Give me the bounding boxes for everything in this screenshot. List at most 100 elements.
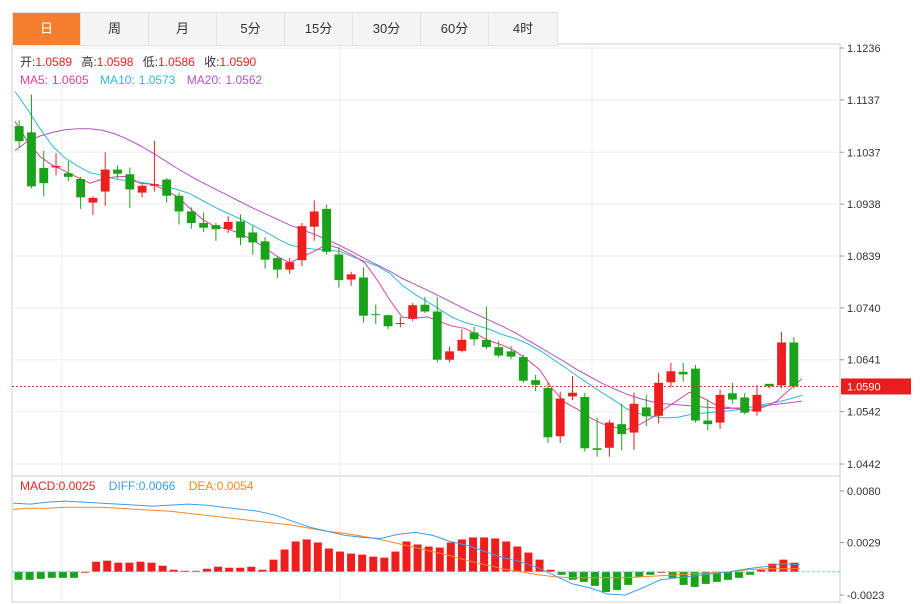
- candle-body: [764, 383, 774, 387]
- period-tabs: 日 周 月 5分 15分 30分 60分 4时: [12, 12, 558, 46]
- macd-info: MACD:0.0025 DIFF:0.0066 DEA:0.0054: [20, 479, 254, 493]
- macd-bar: [624, 571, 633, 585]
- tab-30min[interactable]: 30分: [353, 13, 421, 45]
- candle-body: [76, 178, 86, 198]
- macd-bar: [302, 539, 311, 572]
- macd-bar: [14, 571, 23, 580]
- candle-body: [309, 211, 319, 227]
- macd-lines: [12, 500, 801, 596]
- macd-bar: [180, 570, 189, 572]
- candle-body: [211, 225, 221, 230]
- macd-bar: [158, 565, 167, 572]
- ma20-line: [14, 128, 803, 410]
- candle-body: [641, 407, 651, 417]
- grid: [12, 44, 840, 602]
- candle-body: [494, 347, 504, 356]
- macd-bar: [291, 541, 300, 572]
- macd-bar: [58, 571, 67, 578]
- macd-bar: [779, 559, 788, 572]
- macd-bar: [214, 566, 223, 572]
- high-value: 1.0598: [97, 55, 134, 69]
- macd-bar: [657, 571, 666, 573]
- candle-body: [113, 169, 122, 174]
- tab-day[interactable]: 日: [13, 13, 81, 45]
- ma10-label: MA10:: [100, 73, 135, 87]
- macd-bar: [535, 559, 544, 572]
- candle-body: [727, 393, 737, 400]
- candle-body: [248, 232, 258, 243]
- ma10-line: [14, 91, 803, 419]
- candle-body: [654, 382, 664, 416]
- ma5-label: MA5:: [20, 73, 48, 87]
- low-label: 低:: [143, 55, 158, 69]
- macd-bar: [69, 571, 78, 578]
- price-tick-label: 1.0542: [847, 407, 881, 419]
- macd-bar: [602, 571, 611, 592]
- macd-bar: [646, 571, 655, 575]
- macd-bar: [269, 559, 278, 572]
- price-tick-label: 1.0442: [847, 459, 881, 471]
- candle-body: [285, 262, 295, 270]
- macd-bar: [125, 562, 134, 572]
- ma-info: MA5: 1.0605 MA10: 1.0573 MA20: 1.0562: [20, 73, 263, 87]
- candle-body: [777, 342, 786, 386]
- candle-body: [359, 277, 368, 316]
- tab-4hour[interactable]: 4时: [512, 21, 534, 36]
- macd-bar: [546, 569, 555, 572]
- macd-bar: [413, 544, 422, 572]
- tab-5min[interactable]: 5分: [217, 13, 285, 45]
- macd-bar: [147, 562, 156, 572]
- macd-bar: [590, 571, 599, 586]
- macd-bar: [457, 539, 466, 572]
- candle-body: [174, 195, 184, 212]
- dea-value: 0.0054: [217, 479, 254, 493]
- candle-body: [617, 424, 627, 435]
- tab-week[interactable]: 周: [81, 13, 149, 45]
- price-tick-label: 1.1037: [847, 147, 881, 159]
- macd-bar: [568, 571, 577, 580]
- macd-bar: [236, 567, 245, 572]
- macd-bar: [579, 571, 588, 582]
- candle-body: [408, 305, 418, 319]
- macd-chart-frame: [11, 475, 841, 603]
- macd-bar: [313, 542, 322, 572]
- tab-60min[interactable]: 60分: [421, 13, 489, 45]
- tab-month[interactable]: 月: [149, 13, 217, 45]
- macd-bar: [701, 571, 710, 584]
- macd-bar: [258, 569, 267, 572]
- macd-bar: [735, 571, 744, 578]
- candle-body: [678, 371, 688, 375]
- macd-bar: [557, 571, 566, 575]
- close-value: 1.0590: [220, 55, 257, 69]
- macd-bar: [191, 570, 200, 572]
- candle-body: [260, 241, 270, 260]
- diff-value: 0.0066: [139, 479, 176, 493]
- macd-bar: [25, 571, 34, 580]
- candle-body: [51, 165, 61, 168]
- macd-bar: [435, 547, 444, 572]
- candle-body: [236, 221, 245, 238]
- macd-bar: [790, 562, 799, 572]
- macd-bar: [280, 549, 289, 572]
- price-tick-label: 1.0740: [847, 303, 881, 315]
- candle-body: [27, 132, 36, 187]
- open-label: 开:: [20, 55, 35, 69]
- macd-bar: [391, 551, 400, 572]
- macd-bar: [202, 568, 211, 572]
- candle-body: [457, 339, 467, 351]
- macd-bar: [502, 541, 511, 572]
- candle-body: [383, 315, 393, 327]
- candle-body: [14, 126, 24, 142]
- macd-bar: [690, 571, 699, 587]
- macd-bar: [336, 551, 344, 572]
- macd-bar: [513, 546, 522, 572]
- price-tick-label: 1.0641: [847, 355, 881, 367]
- candlesticks: [14, 94, 799, 457]
- macd-bar: [380, 557, 389, 572]
- tab-15min[interactable]: 15分: [285, 13, 353, 45]
- candle-body: [543, 388, 553, 438]
- high-label: 高:: [81, 54, 96, 69]
- close-label: 收:: [204, 55, 219, 69]
- macd-axis: 0.0080 0.0029 -0.0023: [12, 486, 884, 602]
